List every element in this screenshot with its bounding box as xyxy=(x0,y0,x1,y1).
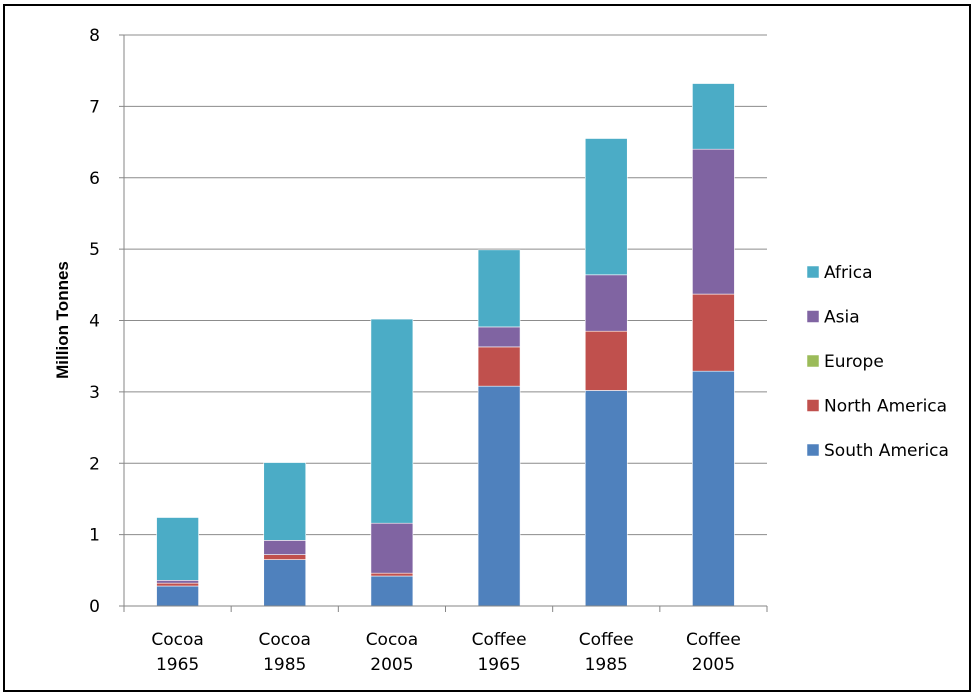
axes xyxy=(119,34,768,612)
bar-segment-africa-1 xyxy=(263,462,307,541)
y-tick-labels: 0 1 2 3 4 5 6 7 8 xyxy=(89,26,100,617)
y-axis-title: Million Tonnes xyxy=(53,261,72,379)
bar-segment-asia-1 xyxy=(263,540,307,555)
y-tick-label-8: 8 xyxy=(89,26,100,46)
y-tick-label-2: 2 xyxy=(89,454,100,474)
bar-segment-south-america-1 xyxy=(263,559,307,607)
bar-segment-asia-3 xyxy=(477,326,521,348)
legend-swatch-south-america xyxy=(806,443,820,457)
bar-segment-africa-0 xyxy=(156,517,199,581)
legend-swatch-africa xyxy=(806,265,820,279)
bar-segment-africa-3 xyxy=(477,249,521,328)
y-tick-label-0: 0 xyxy=(89,597,100,617)
bars xyxy=(156,83,735,607)
x-tick-label-3-line-0: Coffee xyxy=(472,630,527,650)
legend-label-south-america: South America xyxy=(824,441,949,461)
bar-segment-asia-5 xyxy=(692,148,735,295)
legend-label-north-america: North America xyxy=(824,397,947,417)
x-tick-label-4-line-0: Coffee xyxy=(579,630,634,650)
bar-segment-south-america-2 xyxy=(370,575,414,607)
bar-segment-north-america-2 xyxy=(370,572,414,577)
x-tick-label-0-line-1: 1965 xyxy=(156,655,199,675)
legend-label-asia: Asia xyxy=(824,308,860,328)
legend-swatch-europe xyxy=(806,354,820,368)
bar-segment-south-america-0 xyxy=(156,585,199,607)
bar-segment-north-america-0 xyxy=(156,582,199,587)
x-tick-labels: Cocoa 1965 Cocoa 1985 Cocoa 2005 Coffee 1965 Cof… xyxy=(151,630,741,675)
y-tick-label-6: 6 xyxy=(89,169,100,189)
y-tick-label-5: 5 xyxy=(89,240,100,260)
bar-segment-south-america-3 xyxy=(477,385,521,607)
bar-segment-north-america-4 xyxy=(584,330,628,391)
legend-swatch-asia xyxy=(806,310,820,323)
x-tick-label-1-line-0: Cocoa xyxy=(259,630,311,650)
bar-segment-asia-0 xyxy=(156,580,199,584)
legend-label-africa: Africa xyxy=(824,263,873,283)
y-tick-label-1: 1 xyxy=(89,526,100,546)
x-tick-label-2-line-1: 2005 xyxy=(370,655,413,675)
bar-segment-south-america-4 xyxy=(584,390,628,607)
y-tick-label-3: 3 xyxy=(89,383,100,403)
bar-segment-africa-2 xyxy=(370,318,414,524)
x-tick-label-1-line-1: 1985 xyxy=(263,655,306,675)
x-tick-label-0-line-0: Cocoa xyxy=(151,630,203,650)
x-tick-label-3-line-1: 1965 xyxy=(477,655,520,675)
x-tick-label-4-line-1: 1985 xyxy=(585,655,628,675)
legend-swatch-north-america xyxy=(806,399,820,412)
bar-segment-africa-5 xyxy=(692,83,735,150)
legend: Africa Asia Europe North America South Ameri… xyxy=(806,263,949,461)
legend-label-europe: Europe xyxy=(824,352,884,372)
bar-segment-north-america-3 xyxy=(477,346,521,387)
bar-segment-asia-4 xyxy=(584,274,628,332)
x-tick-label-5-line-1: 2005 xyxy=(692,655,735,675)
gridlines xyxy=(124,34,767,536)
x-tick-label-5-line-0: Coffee xyxy=(686,630,741,650)
y-tick-label-4: 4 xyxy=(89,312,100,332)
bar-segment-africa-4 xyxy=(584,138,628,276)
y-tick-label-7: 7 xyxy=(89,97,100,117)
bar-segment-south-america-5 xyxy=(692,370,735,607)
bar-segment-north-america-1 xyxy=(263,554,307,560)
x-tick-label-2-line-0: Cocoa xyxy=(366,630,418,650)
bar-segment-north-america-5 xyxy=(692,293,735,372)
bar-segment-asia-2 xyxy=(370,522,414,574)
